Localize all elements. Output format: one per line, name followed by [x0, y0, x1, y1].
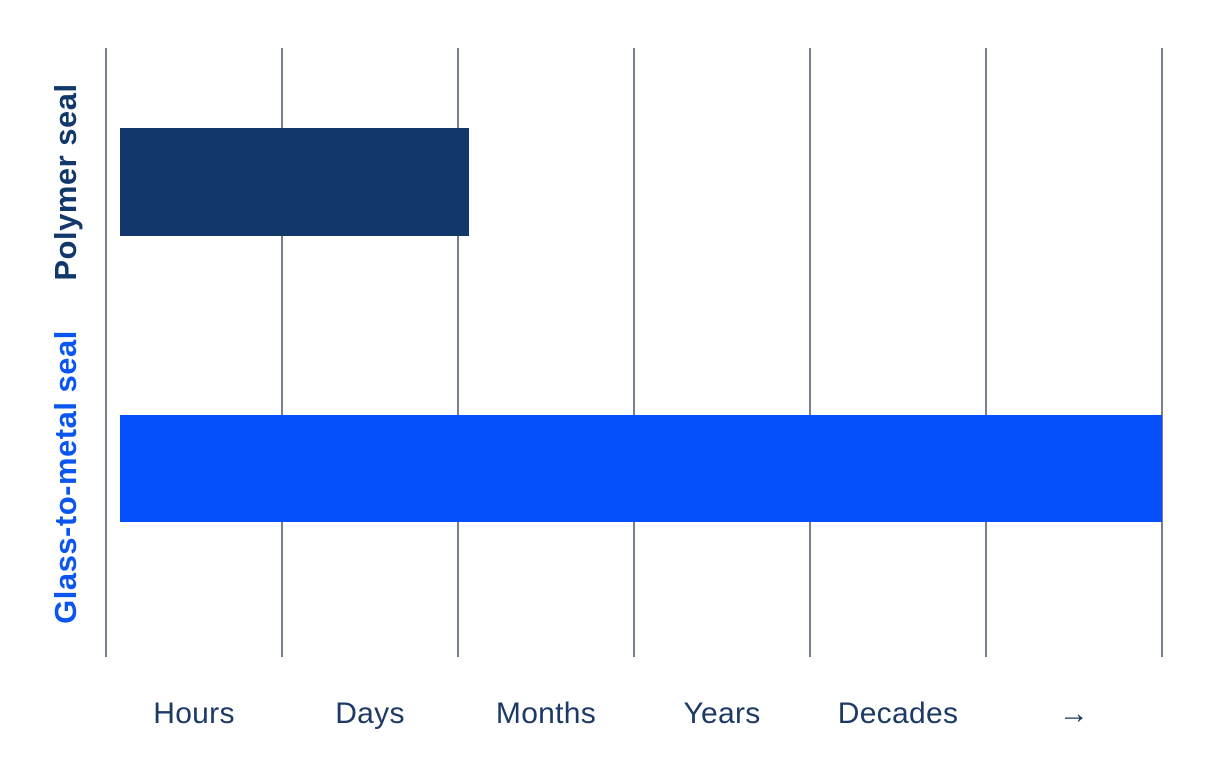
gridline	[633, 48, 635, 657]
x-tick-label-years: Years	[683, 697, 761, 730]
gridline	[1161, 48, 1163, 657]
gridline	[105, 48, 107, 657]
bar-glass-to-metal-seal	[120, 415, 1162, 522]
x-tick-label-hours: Hours	[153, 697, 235, 730]
x-tick-label-days: Days	[335, 697, 405, 730]
gridline	[809, 48, 811, 657]
bar-polymer-seal	[120, 128, 469, 236]
x-tick-label-months: Months	[495, 697, 597, 730]
y-axis-label-polymer-seal: Polymer seal	[48, 83, 83, 281]
plot-area	[105, 48, 1163, 657]
gridline	[457, 48, 459, 657]
gridline	[281, 48, 283, 657]
gridline	[985, 48, 987, 657]
x-tick-label-arrow: →	[1058, 697, 1090, 730]
x-tick-label-decades: Decades	[837, 697, 959, 730]
y-axis-label-glass-to-metal-seal: Glass-to-metal seal	[48, 330, 83, 624]
